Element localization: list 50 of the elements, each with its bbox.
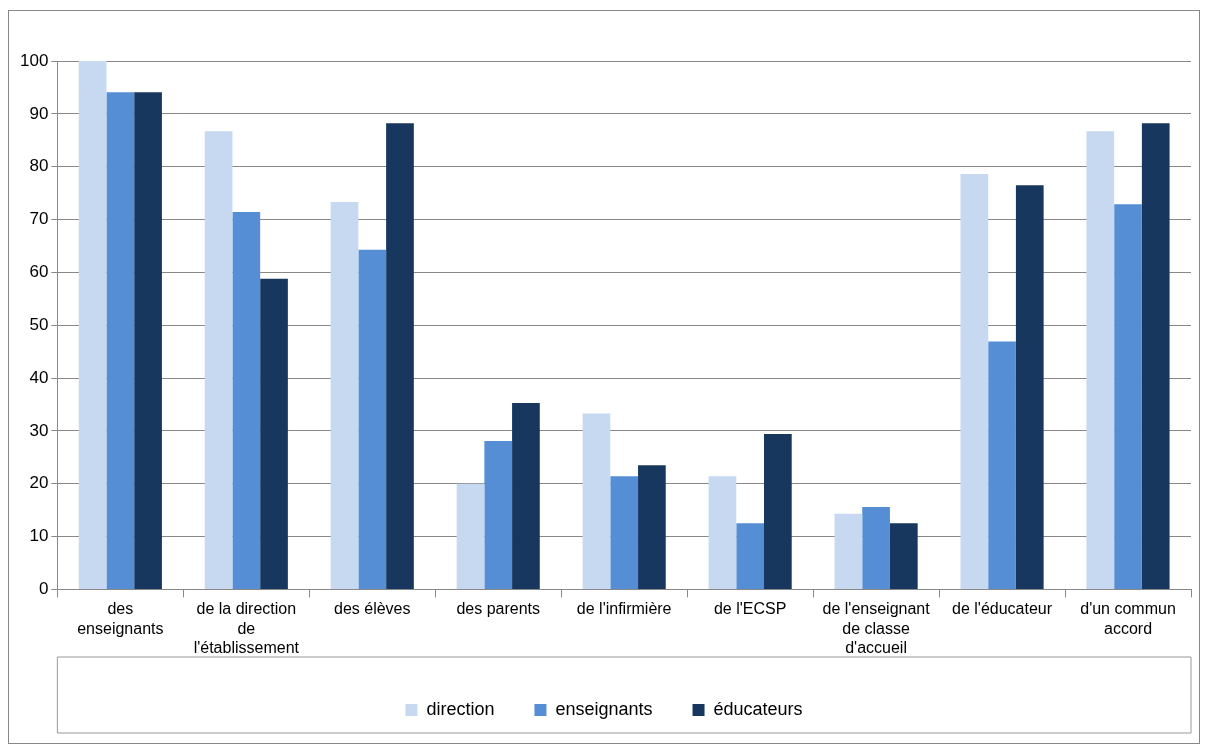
x-tick-label: de l'enseignant de classe d'accueil — [822, 600, 931, 656]
bar — [708, 476, 737, 589]
bar — [260, 278, 288, 589]
legend-label: enseignants — [555, 698, 653, 719]
y-tick-label: 20 — [29, 473, 49, 493]
x-tick-label: des élèves — [334, 600, 411, 618]
bar — [834, 513, 863, 589]
bar — [988, 341, 1016, 589]
bar — [330, 202, 359, 589]
y-tick-label: 30 — [29, 420, 49, 440]
y-tick-label: 50 — [29, 314, 49, 334]
x-tick-label: de l'ECSP — [713, 600, 787, 618]
bar — [1086, 131, 1115, 589]
y-tick-label: 90 — [29, 103, 49, 123]
bar — [358, 249, 387, 589]
bar — [736, 523, 764, 589]
y-tick-label: 100 — [19, 50, 49, 70]
y-tick-label: 60 — [29, 262, 49, 282]
bar — [386, 123, 414, 589]
y-tick-label: 10 — [29, 526, 49, 546]
x-tick-label: des parents — [456, 600, 541, 618]
x-tick-label: de l'éducateur — [952, 600, 1053, 618]
x-tick-label: des enseignants — [77, 600, 164, 637]
y-tick-label: 40 — [29, 367, 49, 387]
bar — [862, 506, 890, 589]
bar — [1114, 204, 1142, 589]
bar — [960, 174, 989, 589]
bar — [889, 523, 918, 589]
legend-label: direction — [426, 698, 495, 719]
bar — [512, 402, 540, 589]
bar — [78, 61, 107, 589]
bar — [764, 434, 792, 589]
bar — [638, 465, 666, 589]
bar — [204, 131, 233, 589]
bar — [106, 92, 135, 589]
y-tick-label: 0 — [38, 579, 49, 599]
bar — [232, 212, 261, 589]
bar — [610, 476, 639, 589]
legend-label: éducateurs — [713, 698, 803, 719]
y-tick-label: 70 — [29, 209, 49, 229]
x-tick-label: d'un commun accord — [1080, 600, 1176, 637]
bar — [134, 92, 162, 589]
x-tick-label: de l'infirmière — [576, 600, 672, 618]
bar — [582, 413, 611, 589]
x-tick-label: de la direction de l'établissement — [193, 600, 300, 656]
bar — [484, 440, 513, 589]
bar — [1141, 123, 1170, 589]
bar — [456, 483, 485, 589]
y-tick-label: 80 — [29, 156, 49, 176]
bar — [1015, 185, 1044, 589]
